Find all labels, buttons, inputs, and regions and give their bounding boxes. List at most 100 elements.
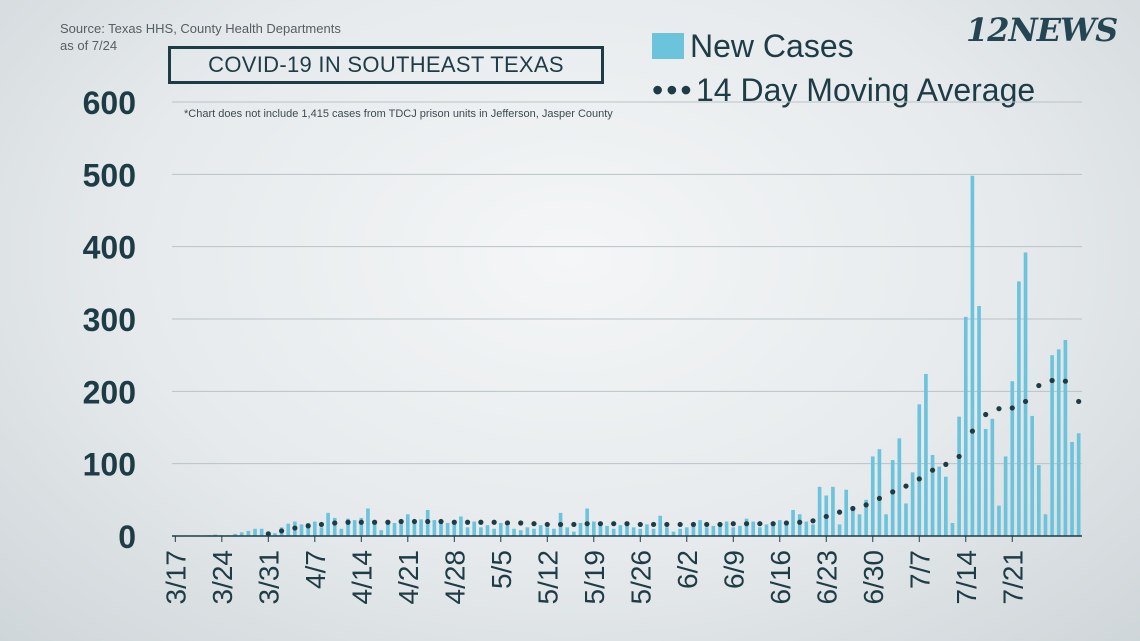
moving-average-dot [504,520,511,526]
new-cases-bar [970,175,975,536]
moving-average-dot [278,528,285,534]
moving-average-dot [996,406,1002,412]
new-cases-bar [784,522,789,536]
new-cases-bar [578,522,583,536]
moving-average-dot [743,521,750,527]
moving-average-dot [1009,405,1015,411]
new-cases-bar [990,418,995,536]
moving-average-dot [385,519,391,525]
new-cases-bar [379,530,384,536]
x-tick-label: 7/7 [904,550,935,589]
new-cases-bar [944,476,948,536]
new-cases-bar [1063,339,1068,536]
moving-average-dot [956,453,962,460]
new-cases-bar [419,519,423,536]
new-cases-bar [877,449,882,536]
station-logo: 12NEWS [966,11,1118,49]
moving-average-dot [690,521,697,528]
moving-average-dot [730,521,736,527]
new-cases-bar [233,533,237,536]
moving-average-dot [916,476,922,482]
new-cases-bar [930,454,935,536]
new-cases-bar [724,521,729,536]
moving-average-dot [969,428,976,434]
new-cases-bar [359,517,364,536]
moving-average-dot [345,519,351,525]
moving-average-dot [903,483,909,489]
new-cases-bar [651,528,656,536]
new-cases-bar [273,533,277,536]
new-cases-bar [372,522,377,536]
moving-average-dot [544,521,550,528]
new-cases-bar [797,514,802,536]
new-cases-bar [844,489,849,536]
moving-average-dot [557,521,564,528]
new-cases-bar [532,528,536,536]
new-cases-bar [332,517,337,536]
new-cases-bar [492,528,496,536]
new-cases-bar [837,524,842,536]
new-cases-bar [645,524,649,536]
new-cases-bar [917,404,922,536]
new-cases-bar [904,503,908,536]
new-cases-bar [459,516,463,536]
new-cases-bar [439,521,443,536]
new-cases-bar [326,512,330,536]
x-tick-label: 3/17 [160,550,191,605]
new-cases-bar [771,524,775,536]
x-tick-label: 4/14 [346,550,377,605]
new-cases-bar [1010,381,1015,536]
y-tick-label: 300 [83,302,136,338]
moving-average-dot [637,521,643,528]
x-tick-label: 3/24 [207,550,238,605]
moving-average-dot [478,519,484,525]
new-cases-bar [804,521,809,536]
new-cases-bar [884,514,888,536]
new-cases-bar [259,528,264,536]
new-cases-bar [306,522,310,536]
new-cases-bar [1030,415,1035,536]
x-tick-label: 5/12 [532,550,563,605]
moving-average-dot [438,518,444,525]
new-cases-bar [665,527,669,536]
new-cases-bar [924,373,928,536]
new-cases-bar [817,486,822,536]
new-cases-bar [963,316,968,536]
new-cases-bar [684,527,689,536]
moving-average-dot [757,521,763,527]
new-cases-bar [253,528,257,536]
new-cases-bar [857,514,862,536]
new-cases-bar [910,472,915,536]
x-tick-label: 6/30 [858,550,889,605]
new-cases-bar [392,522,397,536]
chart-title-text: COVID-19 IN SOUTHEAST TEXAS [208,52,564,77]
new-cases-bar [525,527,530,536]
x-tick-label: 5/5 [486,550,517,589]
x-tick-label: 6/2 [672,550,703,589]
x-tick-label: 7/14 [951,550,982,605]
new-cases-bar [698,520,702,536]
x-tick-label: 5/26 [625,550,656,605]
new-cases-bar [465,527,470,536]
new-cases-bar [997,505,1001,536]
new-cases-bar [1017,281,1021,536]
new-cases-bar [538,525,543,536]
moving-average-dot [717,521,723,528]
new-cases-bar [545,527,550,536]
moving-average-dot [810,518,816,524]
new-cases-bar [831,486,835,536]
y-tick-label: 200 [83,374,136,410]
moving-average-dot [265,531,271,537]
new-cases-bar [751,521,756,536]
moving-average-dot [332,520,338,526]
x-tick-label: 4/28 [439,550,470,605]
moving-average-dot [611,521,617,527]
y-tick-label: 0 [118,519,136,555]
new-cases-bar [937,466,942,536]
moving-average-dot [464,519,471,525]
moving-average-dot [531,521,537,527]
new-cases-bar [691,525,696,536]
moving-average-dot [1076,398,1082,405]
x-tick-label: 6/9 [718,550,749,589]
moving-average-dot [770,521,776,527]
